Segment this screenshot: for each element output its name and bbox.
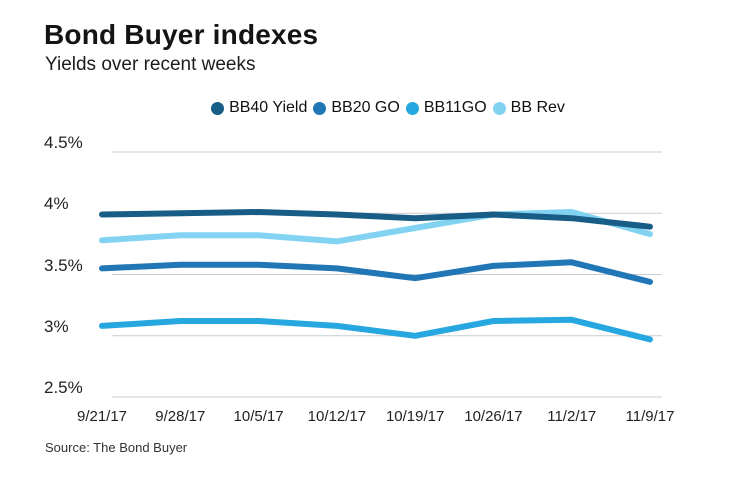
legend: BB40 Yield BB20 GO BB11GO BB Rev bbox=[0, 99, 740, 117]
x-axis-label: 10/26/17 bbox=[464, 408, 523, 425]
y-axis-label: 3% bbox=[44, 316, 69, 336]
y-axis-label: 2.5% bbox=[44, 378, 83, 397]
y-axis-label: 4% bbox=[44, 194, 69, 214]
x-axis-label: 9/28/17 bbox=[155, 408, 206, 425]
legend-item-bb-rev: BB Rev bbox=[492, 99, 565, 117]
legend-dot bbox=[492, 101, 506, 115]
x-axis-label: 10/19/17 bbox=[385, 408, 445, 425]
series-line-bb11go bbox=[99, 316, 653, 343]
chart-title: Bond Buyer indexes bbox=[44, 19, 319, 50]
source-note: Source: The Bond Buyer bbox=[45, 440, 188, 455]
series-line-bb20-go bbox=[99, 259, 653, 285]
series-line-bb40-yield bbox=[99, 209, 653, 230]
series-line-bb-rev bbox=[99, 209, 653, 245]
legend-item-bb11go: BB11GO bbox=[405, 99, 487, 117]
legend-dot bbox=[211, 101, 225, 115]
chart-subtitle: Yields over recent weeks bbox=[45, 54, 256, 75]
legend-label: BB11GO bbox=[423, 99, 487, 116]
x-axis-label: 10/5/17 bbox=[233, 408, 284, 425]
y-axis-label: 4.5% bbox=[44, 133, 83, 152]
x-axis-label: 9/21/17 bbox=[76, 408, 128, 425]
y-axis-label: 3.5% bbox=[44, 255, 83, 275]
legend-item-bb40-yield: BB40 Yield bbox=[211, 99, 307, 117]
legend-dot bbox=[313, 101, 327, 115]
x-axis-label: 11/2/17 bbox=[547, 408, 597, 425]
legend-label: BB20 GO bbox=[331, 99, 400, 116]
legend-label: BB Rev bbox=[510, 99, 565, 116]
x-axis-label: 10/12/17 bbox=[307, 408, 367, 425]
x-axis-label: 11/9/17 bbox=[625, 408, 675, 425]
legend-dot bbox=[405, 101, 419, 115]
legend-item-bb20-go: BB20 GO bbox=[313, 99, 400, 117]
legend-label: BB40 Yield bbox=[229, 99, 308, 116]
